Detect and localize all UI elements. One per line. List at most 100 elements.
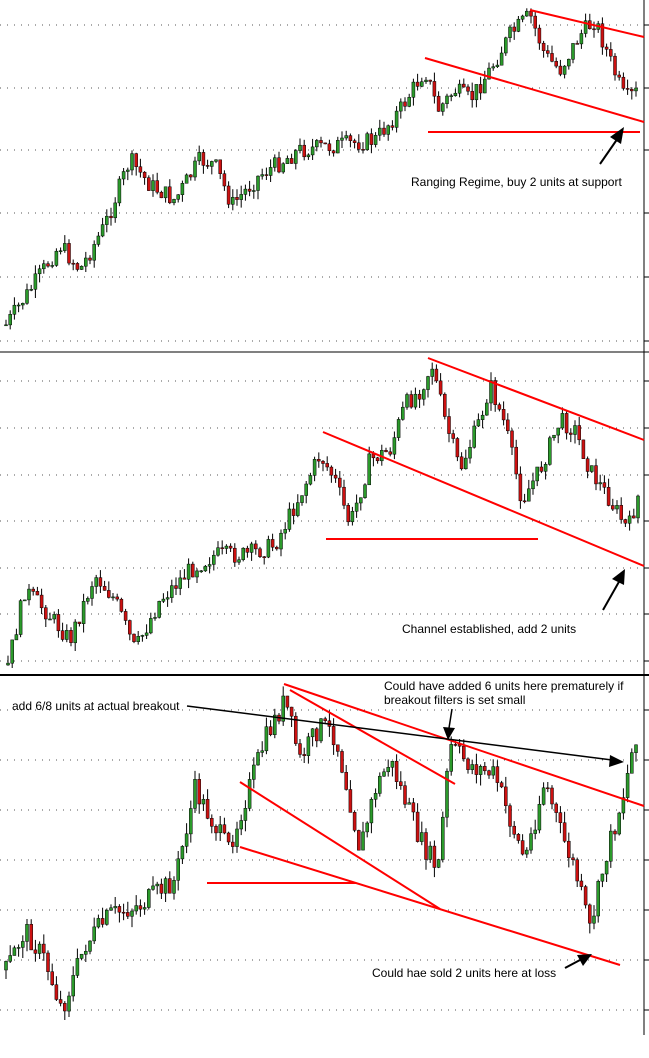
candle-bearish (117, 906, 122, 913)
candle-bullish (136, 636, 140, 642)
candle-bullish (296, 502, 300, 516)
candle-bearish (71, 262, 75, 265)
candle-bearish (369, 133, 374, 145)
candle-bearish (609, 49, 613, 57)
candle-bearish (613, 830, 617, 835)
candle-bullish (508, 26, 512, 38)
candle-bullish (16, 304, 21, 307)
candle-bearish (583, 886, 588, 906)
candle-bullish (480, 414, 485, 420)
candle-bearish (315, 728, 319, 742)
candle-bearish (231, 841, 235, 847)
candle-bullish (67, 995, 71, 1012)
candle-bearish (63, 1003, 67, 1012)
candle-bearish (46, 952, 50, 972)
candle-bearish (577, 425, 581, 441)
candle-bullish (142, 907, 147, 910)
bottom-premature-annotation-line1: Could have added 6 units here prematurel… (384, 679, 624, 693)
candle-bearish (247, 188, 252, 192)
candle-bullish (617, 812, 621, 835)
candle-bearish (451, 433, 455, 439)
candle-bullish (235, 828, 239, 847)
candle-bullish (203, 565, 208, 572)
candle-bullish (216, 547, 220, 556)
candle-bullish (373, 135, 378, 145)
candle-bullish (79, 265, 84, 270)
candle-bearish (42, 943, 46, 954)
candle-bearish (210, 818, 214, 827)
candle-bearish (100, 918, 105, 925)
candle-bearish (352, 812, 357, 831)
candle-bearish (394, 760, 399, 782)
candle-bullish (634, 744, 638, 753)
middle-channel-lower-line (322, 431, 645, 567)
candle-bearish (298, 743, 302, 755)
candle-bearish (434, 368, 439, 382)
candle-bearish (546, 787, 550, 790)
candle-bearish (487, 770, 491, 776)
candle-bullish (266, 539, 271, 558)
candle-bullish (407, 802, 411, 805)
candle-bullish (306, 154, 311, 158)
candle-bearish (109, 215, 113, 219)
candle-bullish (126, 169, 130, 172)
candle-bullish (287, 508, 292, 530)
candle-bullish (396, 419, 401, 438)
candle-bearish (205, 165, 210, 167)
candle-bearish (432, 81, 437, 97)
candle-bullish (361, 831, 365, 851)
candle-bearish (119, 598, 124, 612)
candle-bullish (285, 158, 290, 164)
candle-bullish (121, 171, 126, 180)
candle-bullish (621, 797, 626, 814)
candle-bearish (478, 84, 483, 94)
candle-bullish (556, 427, 560, 436)
candle-bullish (178, 577, 182, 589)
candle-bullish (189, 808, 193, 835)
candle-bullish (615, 505, 619, 510)
candle-bearish (69, 630, 73, 643)
candle-bearish (277, 157, 281, 173)
candle-bullish (560, 413, 565, 429)
top-channel-upper-line (529, 9, 645, 38)
candle-bullish (140, 635, 145, 637)
candle-bullish (483, 78, 487, 94)
candle-bearish (493, 380, 497, 405)
candle-bearish (50, 971, 54, 985)
candle-bullish (12, 947, 17, 956)
candle-bullish (411, 81, 416, 98)
candle-bullish (176, 858, 180, 881)
candle-bearish (197, 779, 201, 805)
candle-bullish (163, 878, 168, 894)
candle-bullish (310, 146, 315, 156)
candle-bearish (459, 456, 464, 470)
candle-bearish (270, 539, 275, 548)
candle-bearish (541, 42, 546, 51)
candle-bearish (592, 28, 596, 31)
bottom-panel-trendlines (207, 683, 645, 966)
candle-bearish (128, 620, 132, 635)
candle-bearish (550, 53, 554, 62)
candle-bullish (172, 880, 176, 894)
candle-bullish (193, 160, 197, 178)
candle-bullish (426, 376, 430, 390)
candle-bullish (130, 910, 134, 917)
candle-bullish (172, 199, 176, 204)
candle-bearish (571, 857, 575, 860)
candle-bullish (399, 101, 403, 112)
candle-bullish (224, 545, 229, 549)
candle-bearish (331, 150, 336, 154)
candle-bullish (63, 243, 67, 251)
candle-bullish (241, 547, 245, 560)
candle-bearish (302, 754, 306, 756)
candle-bullish (445, 770, 449, 818)
candle-bearish (579, 880, 584, 887)
candle-bearish (147, 177, 151, 191)
candle-bearish (262, 556, 266, 558)
candle-bullish (21, 303, 25, 306)
candle-bearish (121, 911, 126, 914)
candle-bearish (348, 789, 353, 813)
candle-bearish (632, 515, 636, 519)
candle-bullish (92, 244, 96, 261)
